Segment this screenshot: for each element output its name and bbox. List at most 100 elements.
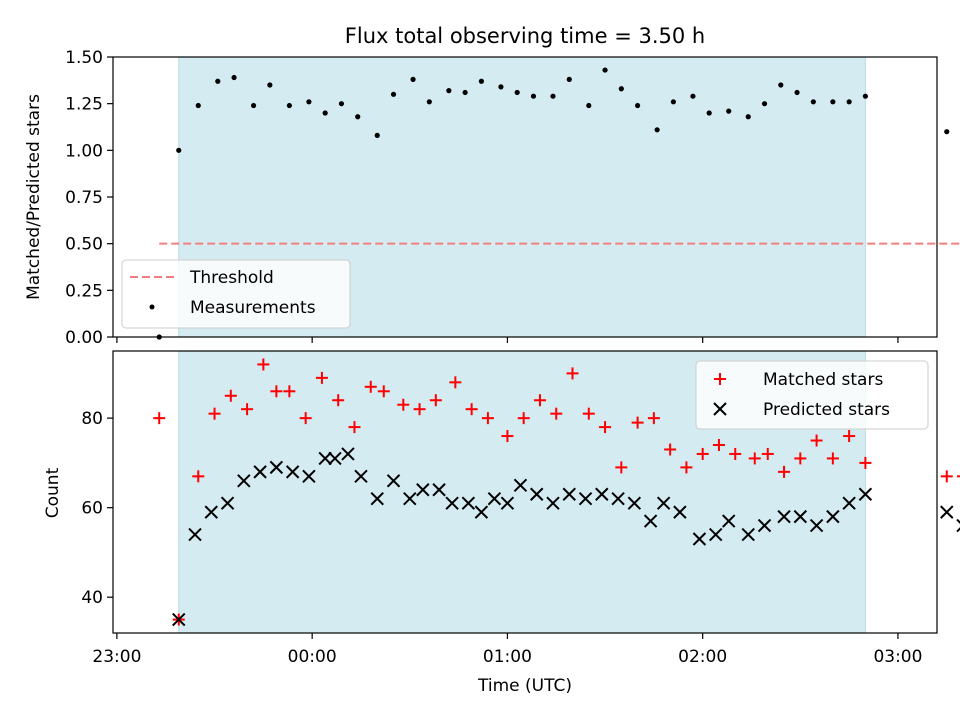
measurement-point	[215, 78, 221, 84]
matched-star-point	[843, 430, 856, 443]
x-tick-label: 03:00	[873, 647, 922, 667]
matched-star-point	[794, 452, 807, 465]
matched-star-point	[348, 421, 361, 434]
predicted-legend-marker	[713, 402, 727, 416]
predicted-star-point	[643, 514, 658, 528]
predicted-star-point	[341, 447, 355, 461]
measurement-point	[690, 93, 696, 99]
predicted-star-point	[595, 487, 609, 501]
predicted-star-point	[172, 612, 186, 627]
x-tick-label: 00:00	[288, 647, 337, 667]
matched-star-point	[270, 385, 283, 398]
measurement-point	[267, 82, 273, 88]
measurement-point	[338, 101, 345, 107]
predicted-star-point	[722, 514, 736, 528]
predicted-star-point	[445, 496, 459, 510]
matched-star-point	[599, 421, 612, 434]
predicted-star-point	[500, 496, 515, 510]
matched-star-point	[631, 416, 644, 429]
matched-star-point	[664, 443, 677, 456]
measurement-point	[726, 108, 732, 114]
measurement-point	[810, 99, 816, 105]
measurement-point	[530, 93, 537, 99]
measurement-point	[635, 102, 641, 109]
predicted-star-point	[318, 451, 332, 466]
measurement-point	[410, 76, 416, 82]
measurement-point	[478, 78, 484, 84]
matched-star-point	[241, 403, 254, 416]
matched-legend-label: Matched stars	[763, 370, 883, 390]
predicted-star-point	[741, 527, 755, 542]
x-tick-label: 01:00	[483, 647, 532, 667]
x-tick-label: 02:00	[678, 647, 727, 667]
measurement-point	[550, 93, 556, 99]
predicted-star-point	[757, 518, 772, 533]
ratio-y-tick-label: 1.25	[65, 95, 103, 115]
predicted-star-point	[842, 496, 856, 510]
predicted-star-point	[826, 509, 840, 524]
predicted-star-point	[578, 492, 593, 506]
counts-y-tick-label: 40	[81, 588, 103, 608]
ratio-legend-box	[121, 259, 351, 329]
measurement-point	[745, 114, 751, 120]
matched-star-point	[550, 407, 563, 420]
predicted-star-point	[546, 496, 560, 510]
matched-star-point	[283, 385, 296, 398]
measurement-point	[944, 129, 950, 135]
predicted-star-point	[487, 492, 502, 506]
chart-title: Flux total observing time = 3.50 h	[345, 24, 705, 48]
matched-star-point	[465, 403, 478, 416]
measurement-point	[250, 102, 257, 109]
measurement-point	[426, 99, 432, 105]
measurement-point	[830, 99, 836, 105]
matched-star-point	[696, 447, 709, 460]
predicted-star-point	[403, 492, 417, 506]
threshold-legend-label: Threshold	[189, 268, 274, 288]
measurement-point	[794, 89, 800, 96]
predicted-star-point	[416, 483, 430, 497]
predicted-star-point	[328, 451, 342, 466]
predicted-star-point	[656, 496, 671, 510]
measurement-point	[390, 91, 397, 97]
measurement-point	[514, 89, 520, 96]
matched-legend-marker	[714, 373, 726, 385]
measurement-point	[322, 110, 328, 116]
predicted-star-point	[627, 496, 642, 510]
predicted-star-point	[461, 496, 476, 510]
predicted-star-point	[354, 469, 368, 484]
measurement-point	[195, 102, 201, 109]
measurement-point	[602, 67, 608, 73]
predicted-star-point	[188, 527, 202, 542]
counts-y-axis-label: Count	[43, 467, 63, 518]
ratio-y-tick-label: 0.50	[65, 235, 103, 255]
matched-star-point	[940, 470, 953, 483]
matched-star-point	[957, 475, 960, 478]
matched-star-point	[377, 385, 390, 398]
matched-star-point	[810, 434, 823, 447]
counts-plot-frame	[112, 350, 938, 634]
ratio-legend: Threshold Measurements	[121, 259, 351, 329]
measurement-point	[670, 99, 676, 105]
measurement-point	[286, 102, 292, 109]
measurement-point	[654, 127, 660, 133]
ratio-y-tick-label: 1.50	[65, 48, 103, 68]
predicted-star-point	[777, 509, 791, 524]
measurement-point	[498, 84, 504, 90]
predicted-star-point	[253, 465, 267, 479]
ratio-y-axis-label: Matched/Predicted stars	[24, 94, 44, 300]
predicted-star-point	[302, 469, 316, 484]
measurement-point	[566, 76, 572, 82]
measurement-point	[176, 147, 182, 153]
counts-y-tick-label: 60	[81, 499, 103, 519]
predicted-star-point	[940, 505, 954, 519]
predicted-star-point	[673, 505, 687, 519]
matched-star-point	[449, 376, 462, 389]
predicted-star-point	[793, 509, 808, 524]
predicted-star-point	[237, 474, 251, 488]
x-tick-label: 23:00	[92, 647, 141, 667]
predicted-star-point	[370, 492, 384, 506]
measurement-point	[231, 74, 237, 81]
measurement-point	[778, 82, 784, 88]
matched-star-point	[729, 447, 742, 460]
